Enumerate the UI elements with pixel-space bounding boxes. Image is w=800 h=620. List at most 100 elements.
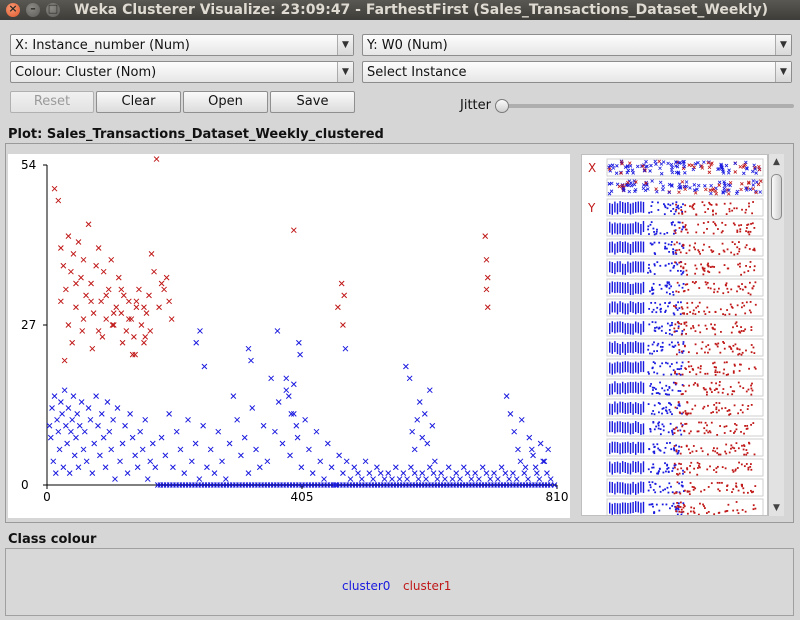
data-point [293,422,300,429]
data-point [362,458,369,465]
data-point [536,476,543,482]
data-point [75,239,82,245]
data-point [65,322,72,328]
data-point [268,375,275,382]
data-point [52,470,59,477]
data-point [144,476,151,482]
data-point [370,476,377,482]
data-point [95,422,101,429]
save-button[interactable]: Save [270,91,355,113]
scroll-down-icon[interactable]: ▼ [773,503,780,513]
data-point [537,440,544,447]
matrix-cell [606,438,764,457]
data-point [89,345,96,352]
matrix-cell [606,178,764,197]
select-instance-select[interactable]: Select Instance ▼ [362,61,792,83]
data-point [65,233,72,239]
x-axis-select[interactable]: X: Instance_number (Num) ▼ [10,34,354,56]
title-bar: × – □ Weka Clusterer Visualize: 23:09:47… [0,0,800,20]
data-point [153,156,160,162]
data-point [381,476,388,482]
data-point [51,393,58,399]
data-point [102,464,109,471]
data-point [302,416,309,423]
data-point [283,375,290,382]
data-point [181,470,188,477]
matrix-cell [606,238,764,257]
data-point [340,470,346,477]
open-button[interactable]: Open [183,91,268,113]
data-point [104,399,111,405]
data-point [56,446,63,453]
data-point [166,298,173,305]
data-point [68,268,74,275]
data-point [503,393,510,399]
data-point [118,310,125,317]
reset-button[interactable]: Reset [10,91,94,113]
data-point [88,298,94,305]
data-point [406,375,413,382]
colour-select-value: Colour: Cluster (Nom) [15,65,157,80]
data-point [507,411,514,417]
x-tick-label: 810 [546,490,569,504]
data-point [219,458,225,465]
matrix-scrollbar[interactable]: ▲ ▼ [768,154,784,516]
data-point [59,411,65,417]
data-point [95,328,102,334]
minimize-window-button[interactable]: – [26,2,40,17]
data-point [98,411,105,417]
data-point [484,274,491,281]
data-point [358,476,365,482]
jitter-label: Jitter [460,98,491,113]
data-point [532,464,539,471]
matrix-cell [606,398,764,417]
chevron-down-icon: ▼ [775,62,791,82]
matrix-scroll-thumb[interactable] [771,174,782,220]
data-point [341,292,348,299]
data-point [68,428,74,435]
data-point [124,470,131,477]
data-point [245,470,252,477]
data-point [487,476,494,482]
data-point [109,322,116,328]
data-point [515,446,521,453]
y-axis-select[interactable]: Y: W0 (Num) ▼ [362,34,792,56]
data-point [226,440,233,447]
data-point [54,416,60,423]
scatter-plot[interactable]: 54 27 0 0 405 810 [8,154,570,518]
jitter-slider-track[interactable] [500,104,794,108]
data-point [136,286,142,293]
data-point [419,434,426,441]
data-point [275,399,282,405]
close-window-button[interactable]: × [6,2,20,17]
data-point [57,298,64,305]
scroll-up-icon[interactable]: ▲ [773,157,780,167]
data-point [91,440,98,447]
data-point [464,470,471,477]
data-point [65,405,72,411]
legend-cluster1[interactable]: cluster1 [403,579,452,593]
data-point [115,274,122,281]
jitter-slider-thumb[interactable] [495,99,509,113]
legend-cluster0[interactable]: cluster0 [342,579,391,593]
data-point [81,428,88,435]
colour-select[interactable]: Colour: Cluster (Nom) ▼ [10,61,354,83]
maximize-window-button[interactable]: □ [46,2,60,17]
matrix-cell [606,198,764,217]
data-point [396,476,403,482]
data-point [434,476,441,482]
data-point [93,262,99,269]
x-axis-select-value: X: Instance_number (Num) [15,38,190,53]
data-point [274,328,281,334]
data-point [295,339,302,346]
data-point [122,422,128,429]
data-point [309,470,316,477]
data-point [460,464,467,471]
data-point [141,304,147,311]
data-point [132,351,139,358]
data-point [287,452,293,459]
matrix-cell [606,318,764,337]
clear-button[interactable]: Clear [96,91,181,113]
data-point [491,470,497,477]
